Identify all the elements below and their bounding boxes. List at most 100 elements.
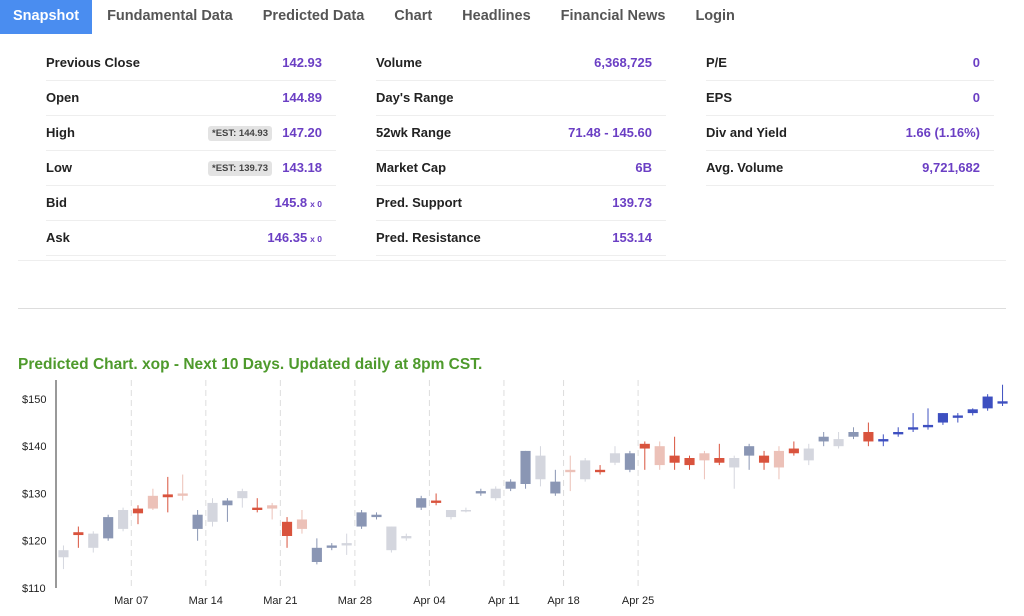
candle-body xyxy=(267,505,278,509)
candle-body xyxy=(401,536,412,539)
ask-size: x 0 xyxy=(310,234,322,244)
stat-label: Bid xyxy=(46,195,67,210)
stat-label: Market Cap xyxy=(376,160,447,175)
candle-body xyxy=(445,510,457,518)
x-tick-label: Apr 04 xyxy=(413,595,445,607)
stat-label: Avg. Volume xyxy=(706,160,784,175)
stat-label: 52wk Range xyxy=(376,125,452,140)
candle-body xyxy=(580,460,591,480)
stat-label: P/E xyxy=(706,55,727,70)
stats-panel-border xyxy=(18,260,1006,261)
candle-body xyxy=(535,455,546,480)
stat-value: 139.73 xyxy=(612,195,652,210)
candle-body xyxy=(311,547,322,562)
stat-value: 0 xyxy=(972,90,980,105)
stat-label: Open xyxy=(46,90,80,105)
candle-body xyxy=(505,481,516,489)
candle-body xyxy=(88,533,99,548)
candle-body xyxy=(714,458,725,463)
candle-body xyxy=(147,495,158,509)
candle-body xyxy=(684,458,695,466)
candle-body xyxy=(356,512,367,527)
candle-body xyxy=(803,448,814,461)
candle-body xyxy=(893,432,904,435)
candle-body xyxy=(296,519,308,529)
candle-body xyxy=(744,446,755,456)
stat-value: 71.48 - 145.60 xyxy=(568,125,652,140)
candle-body xyxy=(341,543,352,546)
x-tick-label: Mar 21 xyxy=(263,595,297,607)
candle-body xyxy=(654,446,665,466)
stat-value: 147.20 xyxy=(282,125,322,140)
candle-body xyxy=(878,439,889,442)
stat-label: Previous Close xyxy=(46,55,140,70)
stat-high: High *EST: 144.93 147.20 xyxy=(46,116,336,151)
tab-snapshot[interactable]: Snapshot xyxy=(0,0,93,34)
stat-value: 153.14 xyxy=(612,230,652,245)
candle-body xyxy=(281,521,293,536)
candle-body xyxy=(952,415,963,418)
candle-body xyxy=(908,427,919,430)
candle-body xyxy=(818,436,829,442)
candle-body xyxy=(624,453,635,470)
stat-value: 6,368,725 xyxy=(594,55,652,70)
stat-value: 146.35 x 0 xyxy=(267,230,322,245)
x-tick-label: Apr 18 xyxy=(547,595,579,607)
candle-body xyxy=(460,510,471,512)
stat-pred-support: Pred. Support 139.73 xyxy=(376,186,666,221)
candle-body xyxy=(58,550,69,558)
candle-body xyxy=(848,432,859,437)
stat-52wk-range: 52wk Range 71.48 - 145.60 xyxy=(376,116,666,151)
candle-body xyxy=(192,514,203,529)
candle-body xyxy=(326,545,337,548)
stat-days-range: Day's Range xyxy=(376,81,666,116)
section-divider xyxy=(18,308,1006,309)
tab-chart[interactable]: Chart xyxy=(394,8,433,24)
stat-low: Low *EST: 139.73 143.18 xyxy=(46,151,336,186)
candle-body xyxy=(222,500,233,506)
candle-body xyxy=(565,469,576,473)
estimate-badge: *EST: 139.73 xyxy=(208,161,272,176)
tab-headlines[interactable]: Headlines xyxy=(462,8,531,24)
y-tick-label: $130 xyxy=(22,488,46,500)
candle-body xyxy=(520,450,531,484)
tab-login[interactable]: Login xyxy=(695,8,735,24)
stat-pred-resistance: Pred. Resistance 153.14 xyxy=(376,221,666,256)
stat-label: Pred. Support xyxy=(376,195,462,210)
candle-body xyxy=(595,469,606,473)
candle-body xyxy=(177,493,188,496)
candle-body xyxy=(490,488,501,499)
x-tick-label: Apr 25 xyxy=(622,595,654,607)
stat-value: 145.8 x 0 xyxy=(275,195,322,210)
stat-open: Open 144.89 xyxy=(46,81,336,116)
tab-financial-news[interactable]: Financial News xyxy=(560,8,666,24)
stat-previous-close: Previous Close 142.93 xyxy=(46,46,336,81)
stat-label: Volume xyxy=(376,55,422,70)
candle-body xyxy=(252,507,263,510)
y-tick-label: $120 xyxy=(22,536,46,548)
stat-value: 144.89 xyxy=(282,90,322,105)
candle-body xyxy=(997,401,1008,404)
candle-body xyxy=(132,508,144,514)
estimate-badge: *EST: 144.93 xyxy=(208,126,272,141)
ask-price: 146.35 xyxy=(267,230,308,245)
candle-body xyxy=(922,424,934,428)
tab-fundamental-data[interactable]: Fundamental Data xyxy=(107,8,233,24)
candle-body xyxy=(371,514,382,518)
stat-value: 0 xyxy=(972,55,980,70)
stat-volume: Volume 6,368,725 xyxy=(376,46,666,81)
stat-pe: P/E 0 xyxy=(706,46,994,81)
tab-predicted-data[interactable]: Predicted Data xyxy=(262,8,365,24)
x-tick-label: Mar 07 xyxy=(114,595,148,607)
stat-value: 9,721,682 xyxy=(922,160,980,175)
stat-value: 1.66 (1.16%) xyxy=(905,125,980,140)
stat-label: Div and Yield xyxy=(706,125,787,140)
stat-label: EPS xyxy=(706,90,733,105)
stat-label: Ask xyxy=(46,230,70,245)
candle-body xyxy=(609,453,621,463)
candle-body xyxy=(416,498,427,508)
candle-body xyxy=(758,455,770,463)
candle-body xyxy=(118,510,129,529)
bid-price: 145.8 xyxy=(274,195,308,210)
candle-body xyxy=(639,443,650,449)
